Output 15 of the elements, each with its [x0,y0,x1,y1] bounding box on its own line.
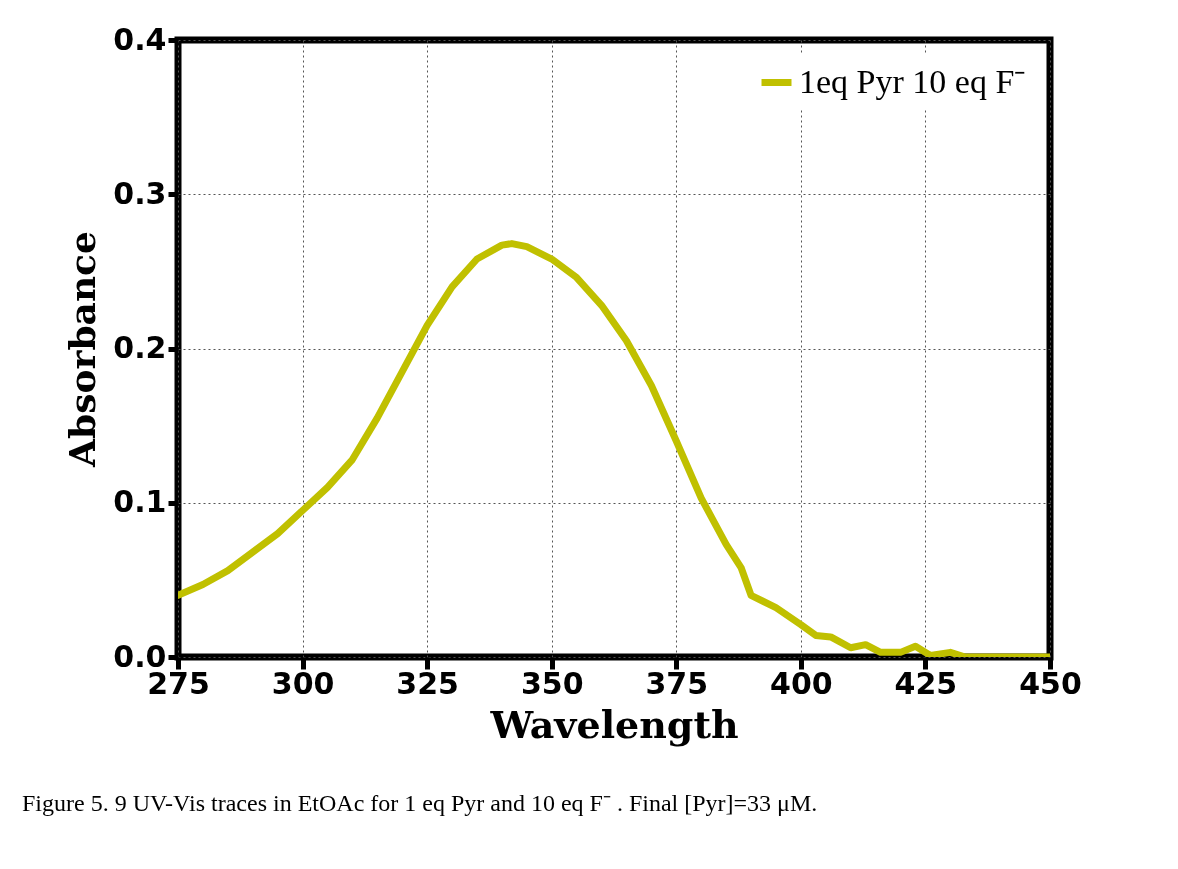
x-tick-label: 300 [271,665,335,701]
x-tick-label: 350 [520,665,584,701]
x-tick-label: 425 [894,665,958,701]
y-tick-label: 0.3 [113,175,167,211]
caption: Figure 5. 9 UV-Vis traces in EtOAc for 1 eq Pyr and 10 eq F⁻ . Final [Pyr]=33 μM. [22,789,818,818]
x-tick-label: 450 [1019,665,1082,701]
x-axis-title: Wavelength [489,701,739,747]
x-tick-label: 325 [396,665,459,701]
legend-label: 1eq Pyr 10 eq F⁻ [799,62,1026,100]
y-tick-label: 0.1 [113,484,167,520]
y-axis-title: Absorbance [61,231,104,468]
x-tick-label: 400 [770,665,833,701]
y-tick-label: 0.4 [113,21,167,57]
y-tick-label: 0.2 [113,330,167,365]
x-tick-label: 375 [645,665,709,701]
